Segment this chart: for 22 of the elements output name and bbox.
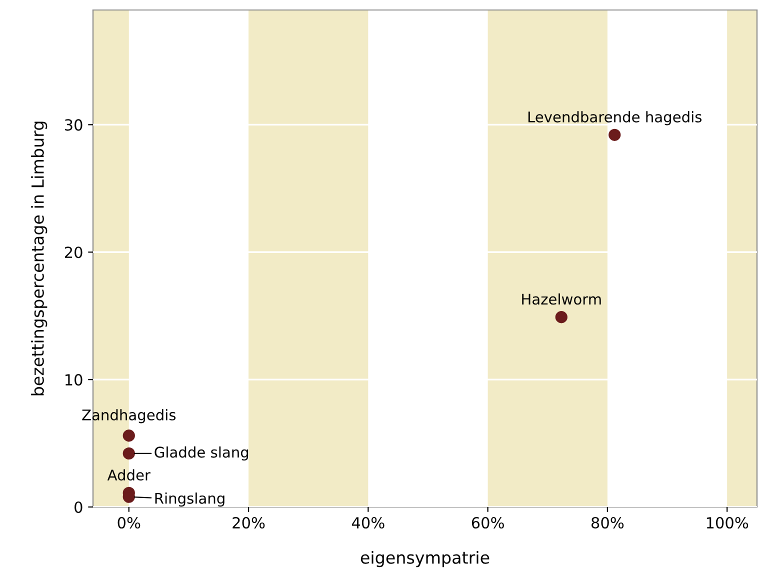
x-tick-label: 60% [472, 516, 504, 529]
annotation: Zandhagedis [82, 409, 176, 424]
annotation: Adder [107, 469, 150, 481]
annotation: Gladde slang [154, 446, 248, 461]
annotation: Levendbarende hagedis [528, 111, 702, 126]
x-tick-label: 100% [706, 516, 748, 529]
point [122, 447, 135, 460]
y-tick-label: 20 [64, 246, 82, 258]
y-tick-label: 30 [65, 119, 82, 131]
point [555, 311, 568, 324]
point [608, 128, 621, 141]
x-tick-label: 40% [352, 516, 384, 529]
x-axis-title: eigensympatrie [360, 550, 490, 568]
y-tick-label: 0 [74, 501, 82, 514]
x-tick-label: 80% [592, 516, 624, 529]
annotation: Hazelworm [522, 293, 601, 305]
point [122, 430, 135, 442]
x-tick-label: 0% [118, 516, 140, 529]
y-tick-label: 10 [66, 374, 82, 386]
y-axis-title: bezettingspercentage in Limburg [31, 122, 48, 396]
annotation: Ringslang [155, 492, 224, 507]
x-tick-label: 20% [232, 516, 265, 529]
